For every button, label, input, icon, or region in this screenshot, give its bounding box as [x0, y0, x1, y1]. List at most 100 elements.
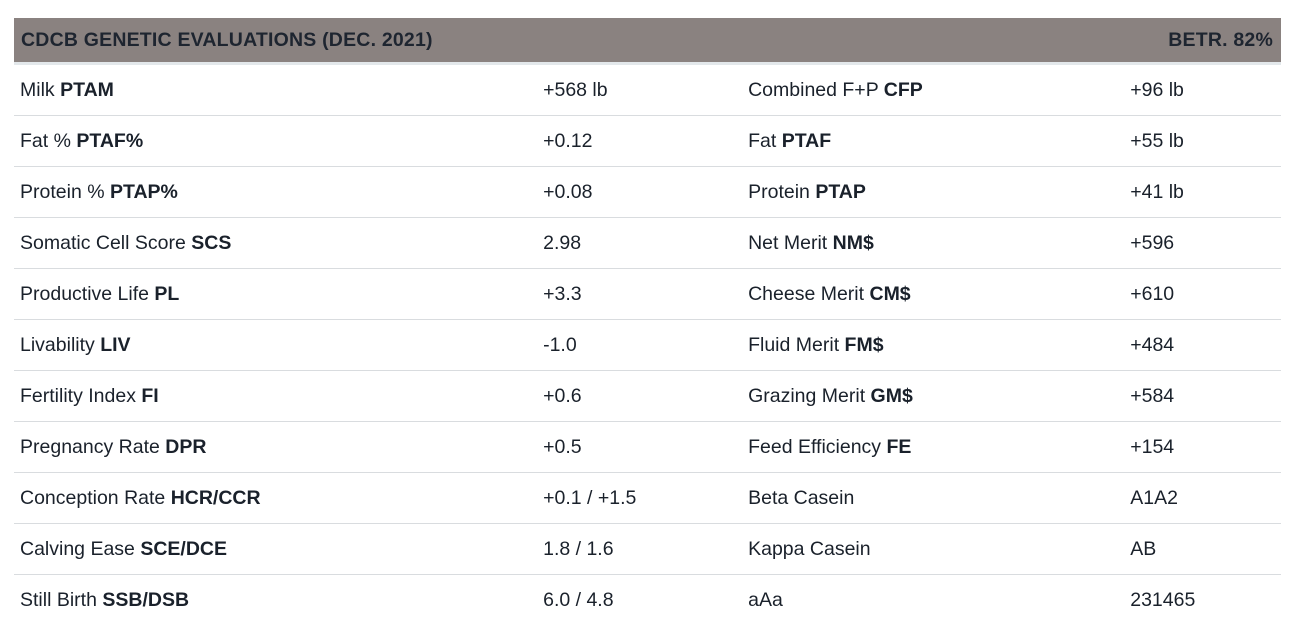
table-row: Milk PTAM +568 lb Combined F+P CFP +96 l… [14, 65, 1281, 116]
trait-label-right: aAa [748, 589, 1130, 612]
trait-label-left: Protein % PTAP% [14, 181, 543, 204]
trait-abbr: CFP [883, 78, 923, 101]
trait-abbr: PTAP% [109, 180, 178, 203]
trait-label-left: Livability LIV [14, 334, 543, 357]
trait-name: Net Merit [748, 231, 828, 254]
trait-abbr: GM$ [870, 384, 913, 407]
trait-label-left: Fertility Index FI [14, 385, 543, 408]
reliability-badge: BETR. 82% [1168, 28, 1273, 51]
trait-name: Kappa Casein [748, 537, 871, 560]
panel-header: CDCB GENETIC EVALUATIONS (DEC. 2021) BET… [14, 18, 1281, 65]
trait-abbr: HCR/CCR [170, 486, 261, 509]
trait-value-left: +0.1 / +1.5 [543, 486, 637, 509]
trait-name: Milk [20, 78, 55, 101]
trait-abbr: DPR [165, 435, 207, 458]
trait-name: Beta Casein [748, 486, 855, 509]
trait-name: Fat % [20, 129, 71, 152]
trait-value-left: +3.3 [543, 282, 582, 305]
trait-abbr: PL [154, 282, 180, 305]
trait-label-right: Feed Efficiency FE [748, 436, 1130, 459]
trait-name: Calving Ease [20, 537, 135, 560]
trait-label-left: Milk PTAM [14, 79, 543, 102]
table-row: Productive Life PL +3.3 Cheese Merit CM$… [14, 269, 1281, 320]
table-row: Fat % PTAF% +0.12 Fat PTAF +55 lb [14, 116, 1281, 167]
trait-label-right: Net Merit NM$ [748, 232, 1130, 255]
trait-name: Livability [20, 333, 95, 356]
table-row: Somatic Cell Score SCS 2.98 Net Merit NM… [14, 218, 1281, 269]
trait-abbr: PTAM [60, 78, 114, 101]
trait-abbr: PTAF [781, 129, 832, 152]
trait-value-right: +154 [1130, 435, 1175, 458]
table-row: Protein % PTAP% +0.08 Protein PTAP +41 l… [14, 167, 1281, 218]
trait-abbr: SSB/DSB [102, 589, 190, 611]
trait-name: Protein % [20, 180, 105, 203]
trait-name: Grazing Merit [748, 384, 866, 407]
trait-abbr: SCE/DCE [140, 537, 228, 560]
trait-value-left: +0.12 [543, 129, 593, 152]
table-row: Fertility Index FI +0.6 Grazing Merit GM… [14, 371, 1281, 422]
trait-value-right: +584 [1130, 384, 1175, 407]
trait-value-left: +0.6 [543, 384, 582, 407]
trait-value-right: +596 [1130, 231, 1175, 254]
trait-value-left: 1.8 / 1.6 [543, 537, 614, 560]
trait-name: Fertility Index [20, 384, 136, 407]
evaluations-table: Milk PTAM +568 lb Combined F+P CFP +96 l… [14, 65, 1281, 626]
trait-value-right: AB [1130, 537, 1157, 560]
trait-name: Feed Efficiency [748, 435, 882, 458]
trait-label-right: Kappa Casein [748, 538, 1130, 561]
panel-title: CDCB GENETIC EVALUATIONS (DEC. 2021) [21, 28, 433, 51]
trait-label-left: Fat % PTAF% [14, 130, 543, 153]
trait-value-right: +484 [1130, 333, 1175, 356]
trait-abbr: PTAP [815, 180, 866, 203]
table-row: Pregnancy Rate DPR +0.5 Feed Efficiency … [14, 422, 1281, 473]
table-row: Still Birth SSB/DSB 6.0 / 4.8 aAa 231465 [14, 575, 1281, 626]
trait-abbr: LIV [100, 333, 131, 356]
trait-abbr: SCS [191, 231, 232, 254]
trait-value-right: +610 [1130, 282, 1175, 305]
trait-label-right: Combined F+P CFP [748, 79, 1130, 102]
trait-value-left: -1.0 [543, 333, 577, 356]
trait-name: Fat [748, 129, 777, 152]
trait-name: Fluid Merit [748, 333, 840, 356]
trait-label-right: Fluid Merit FM$ [748, 334, 1130, 357]
genetic-evaluations-panel: CDCB GENETIC EVALUATIONS (DEC. 2021) BET… [14, 18, 1281, 626]
trait-abbr: NM$ [832, 231, 874, 254]
trait-name: Still Birth [20, 589, 97, 611]
table-row: Calving Ease SCE/DCE 1.8 / 1.6 Kappa Cas… [14, 524, 1281, 575]
trait-value-right: 231465 [1130, 589, 1196, 611]
trait-name: Pregnancy Rate [20, 435, 160, 458]
trait-label-right: Fat PTAF [748, 130, 1130, 153]
trait-name: Somatic Cell Score [20, 231, 186, 254]
trait-name: Combined F+P [748, 78, 879, 101]
trait-label-left: Still Birth SSB/DSB [14, 589, 543, 612]
trait-value-left: +568 lb [543, 78, 608, 101]
trait-label-left: Pregnancy Rate DPR [14, 436, 543, 459]
trait-value-right: +96 lb [1130, 78, 1184, 101]
trait-value-right: +41 lb [1130, 180, 1184, 203]
trait-label-right: Protein PTAP [748, 181, 1130, 204]
trait-abbr: PTAF% [76, 129, 144, 152]
trait-value-left: +0.08 [543, 180, 593, 203]
table-row: Conception Rate HCR/CCR +0.1 / +1.5 Beta… [14, 473, 1281, 524]
trait-value-left: 6.0 / 4.8 [543, 589, 614, 611]
trait-abbr: FE [886, 435, 912, 458]
trait-name: Productive Life [20, 282, 149, 305]
trait-value-left: 2.98 [543, 231, 582, 254]
trait-name: aAa [748, 589, 783, 611]
trait-value-right: A1A2 [1130, 486, 1178, 509]
table-row: Livability LIV -1.0 Fluid Merit FM$ +484 [14, 320, 1281, 371]
trait-name: Conception Rate [20, 486, 166, 509]
trait-label-left: Productive Life PL [14, 283, 543, 306]
trait-abbr: FI [141, 384, 159, 407]
trait-value-left: +0.5 [543, 435, 582, 458]
trait-label-left: Conception Rate HCR/CCR [14, 487, 543, 510]
trait-value-right: +55 lb [1130, 129, 1184, 152]
trait-abbr: CM$ [869, 282, 911, 305]
trait-label-right: Cheese Merit CM$ [748, 283, 1130, 306]
trait-label-right: Grazing Merit GM$ [748, 385, 1130, 408]
trait-label-right: Beta Casein [748, 487, 1130, 510]
trait-name: Protein [748, 180, 810, 203]
trait-label-left: Somatic Cell Score SCS [14, 232, 543, 255]
trait-label-left: Calving Ease SCE/DCE [14, 538, 543, 561]
trait-abbr: FM$ [844, 333, 884, 356]
